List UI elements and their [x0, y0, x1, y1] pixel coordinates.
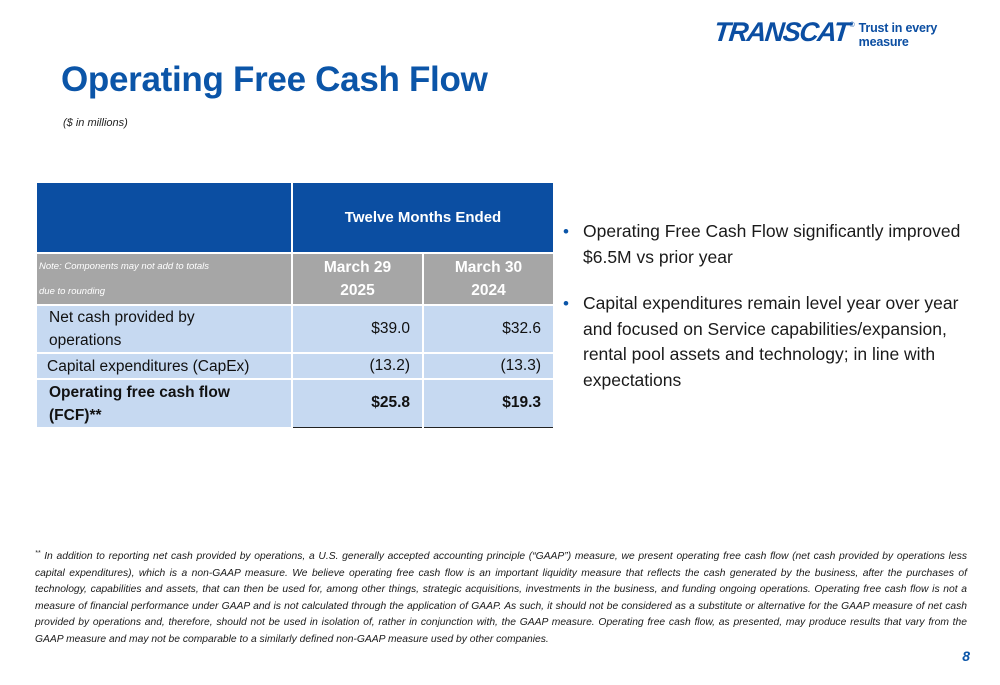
row-label-fcf-line2: (FCF)**: [49, 406, 102, 424]
column-header-2025-date: March 29: [323, 259, 392, 276]
bullet-text: Capital expenditures remain level year o…: [583, 293, 959, 390]
row-label-capex: Capital expenditures (CapEx): [37, 352, 293, 379]
capex-2024-value: (13.3): [423, 352, 553, 379]
page-number: 8: [962, 648, 970, 664]
column-header-2024-date: March 30: [454, 259, 523, 276]
bullet-icon: •: [563, 294, 569, 313]
bullet-text: Operating Free Cash Flow significantly i…: [583, 221, 961, 267]
rounding-note-line1: Note: Components may not add to totals: [39, 261, 210, 272]
column-header-2025-year: 2025: [340, 282, 375, 299]
fcf-2025-value: $25.8: [292, 378, 424, 428]
table-subheader-row: Note: Components may not add to totals d…: [37, 252, 553, 305]
table-row: Capital expenditures (CapEx) (13.2) (13.…: [37, 352, 553, 379]
footnote-text: In addition to reporting net cash provid…: [35, 551, 967, 645]
logo-wordmark: TRANSCAT: [712, 16, 851, 47]
header-period-cell: Twelve Months Ended: [292, 183, 553, 253]
footnote-marker: **: [35, 550, 41, 557]
capex-2025-value: (13.2): [292, 352, 424, 379]
bullet-icon: •: [563, 222, 569, 241]
logo-tagline: Trust in every measure: [858, 21, 938, 49]
transcat-logo: TRANSCAT ® Trust in every measure: [712, 16, 954, 50]
net-cash-2024-value: $32.6: [423, 304, 553, 353]
table-row: Operating free cash flow (FCF)** $25.8 $…: [37, 378, 553, 428]
row-label-net-cash-line2: operations: [49, 332, 122, 349]
list-item: • Capital expenditures remain level year…: [563, 291, 983, 393]
key-points-list: • Operating Free Cash Flow significantly…: [563, 219, 983, 414]
rounding-note-line2: due to rounding: [39, 286, 106, 297]
header-blank-cell: [37, 183, 293, 253]
fcf-table: Twelve Months Ended Note: Components may…: [37, 183, 553, 428]
column-header-2024-year: 2024: [471, 282, 506, 299]
rounding-note-cell: Note: Components may not add to totals d…: [37, 252, 293, 305]
logo-registered-mark: ®: [849, 22, 855, 29]
row-label-fcf: Operating free cash flow (FCF)**: [37, 378, 293, 427]
page-title: Operating Free Cash Flow: [61, 60, 488, 99]
row-label-fcf-line1: Operating free cash flow: [49, 383, 230, 401]
table-header-row: Twelve Months Ended: [37, 183, 553, 253]
units-note: ($ in millions): [63, 117, 128, 129]
gaap-footnote: ** In addition to reporting net cash pro…: [35, 546, 967, 649]
net-cash-2025-value: $39.0: [292, 304, 424, 353]
table-row: Net cash provided by operations $39.0 $3…: [37, 304, 553, 353]
column-header-2025: March 29 2025: [292, 252, 424, 305]
column-header-2024: March 30 2024: [423, 252, 553, 305]
row-label-net-cash: Net cash provided by operations: [37, 304, 293, 353]
list-item: • Operating Free Cash Flow significantly…: [563, 219, 983, 270]
row-label-net-cash-line1: Net cash provided by: [49, 309, 195, 326]
fcf-2024-value: $19.3: [423, 378, 553, 428]
